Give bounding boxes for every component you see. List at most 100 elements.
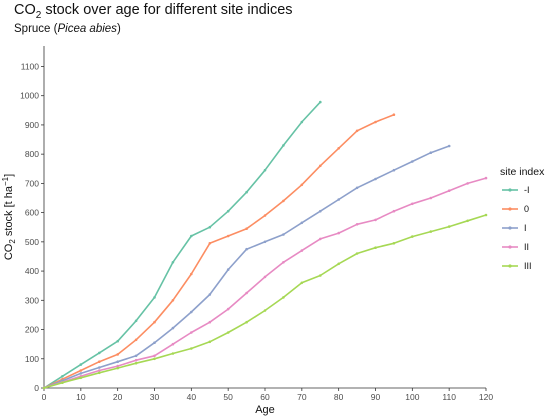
data-point--I [116,339,119,343]
legend-label-III: III [524,261,532,271]
data-point-III [116,366,119,370]
chart-title: CO2 stock over age for different site in… [14,2,293,21]
y-tick-label: 500 [25,237,39,247]
data-point-0 [319,164,322,168]
data-point-II [190,331,193,334]
data-point--I [61,375,64,378]
data-point-III [190,347,193,350]
data-point--I [190,234,193,238]
x-tick-label: 10 [76,392,86,402]
data-point-I [171,326,175,330]
x-tick-label: 120 [479,392,493,402]
data-point-II [116,364,119,368]
data-point-II [171,342,175,346]
data-point-III [355,252,359,255]
x-tick-label: 40 [187,392,197,402]
series-line--I [43,101,321,389]
data-point--I [319,100,322,104]
x-tick-label: 20 [113,392,123,402]
y-tick-label: 300 [25,295,39,305]
data-point-I [153,341,156,345]
data-point-II [134,358,138,362]
data-point-I [337,198,341,201]
data-point-0 [226,234,230,238]
data-point-I [190,310,193,314]
data-point-I [282,233,285,236]
legend-marker--I [508,188,512,192]
data-point-III [171,352,175,355]
y-tick-label: 800 [25,149,39,159]
data-point-III [263,309,267,312]
data-point-0 [79,369,83,372]
y-tick-label: 900 [25,120,39,130]
legend-marker-0 [508,207,512,211]
legend-marker-II [508,245,512,249]
data-point-III [42,386,46,390]
data-point-I [319,209,322,213]
data-point--I [171,261,175,264]
data-point-II [374,218,377,222]
data-point-I [226,268,230,271]
data-point-II [392,209,396,213]
data-point-III [79,376,83,380]
chart-subtitle: Spruce (Picea abies) [14,23,121,35]
data-point-II [319,237,322,241]
data-point-II [208,320,212,324]
data-point-III [245,320,248,324]
data-point--I [153,296,156,299]
data-point-III [98,371,101,375]
data-point-0 [263,214,267,217]
data-point--I [226,209,230,213]
data-point--I [245,190,248,194]
x-tick-label: 110 [442,392,456,402]
data-point-0 [245,227,248,230]
data-point--I [79,363,83,366]
data-point-III [374,246,377,249]
legend-marker-I [508,226,512,230]
data-point--I [300,120,304,124]
data-point-II [245,291,248,295]
y-tick-label: 1000 [20,91,39,101]
data-point-III [208,340,212,344]
data-point-III [466,219,469,223]
data-point-0 [116,353,119,356]
data-point-III [153,357,156,361]
data-point-I [263,240,267,244]
data-point-I [355,186,359,190]
x-tick-label: 90 [371,392,381,402]
data-point-III [484,213,488,217]
data-point-0 [374,120,377,124]
legend-marker-III [508,264,512,268]
data-point-I [429,151,433,154]
data-point-II [153,354,156,358]
data-point-I [134,354,138,358]
data-point-III [392,242,396,245]
x-tick-label: 50 [223,392,233,402]
legend-label--I: -I [524,185,530,195]
data-point-III [226,331,230,334]
data-point-0 [171,299,175,302]
data-point-III [282,296,285,299]
x-tick-label: 0 [42,392,47,402]
series-line-0 [43,113,395,389]
data-point-I [392,168,396,172]
x-tick-label: 70 [297,392,307,402]
y-tick-label: 600 [25,208,39,218]
data-point-I [245,247,248,251]
data-point--I [208,225,212,229]
legend-title: site index [500,166,545,178]
legend-label-I: I [524,223,527,233]
y-tick-label: 1100 [21,61,40,71]
x-axis-title: Age [255,404,275,416]
data-point-I [208,293,212,296]
data-point-III [134,361,138,365]
x-tick-label: 80 [334,392,344,402]
data-point-II [226,307,230,311]
data-point-III [319,274,322,277]
data-point-I [300,221,304,225]
data-point--I [98,351,101,355]
y-tick-label: 200 [25,325,39,335]
data-point--I [282,144,285,147]
